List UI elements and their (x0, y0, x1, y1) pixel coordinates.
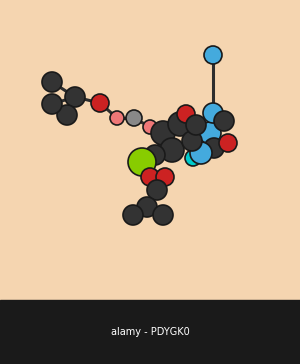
Circle shape (182, 131, 202, 151)
Circle shape (219, 134, 237, 152)
Circle shape (203, 103, 223, 123)
Circle shape (143, 120, 157, 134)
Text: alamy - PDYGK0: alamy - PDYGK0 (111, 327, 189, 337)
Circle shape (156, 168, 174, 186)
Circle shape (123, 205, 143, 225)
Circle shape (190, 142, 212, 164)
Circle shape (137, 197, 157, 217)
Circle shape (147, 180, 167, 200)
Circle shape (185, 150, 201, 166)
Circle shape (110, 111, 124, 125)
Circle shape (145, 145, 165, 165)
Circle shape (160, 138, 184, 162)
Circle shape (91, 94, 109, 112)
Circle shape (126, 110, 142, 126)
Circle shape (128, 148, 156, 176)
Circle shape (204, 46, 222, 64)
Circle shape (214, 111, 234, 131)
Circle shape (168, 112, 192, 136)
Circle shape (204, 138, 224, 158)
Circle shape (141, 168, 159, 186)
Circle shape (42, 94, 62, 114)
Circle shape (65, 87, 85, 107)
Circle shape (153, 205, 173, 225)
Circle shape (42, 72, 62, 92)
Circle shape (186, 115, 206, 135)
Circle shape (199, 122, 221, 144)
Bar (0, 300, 300, 364)
Circle shape (151, 121, 175, 145)
Circle shape (177, 105, 195, 123)
Circle shape (57, 105, 77, 125)
